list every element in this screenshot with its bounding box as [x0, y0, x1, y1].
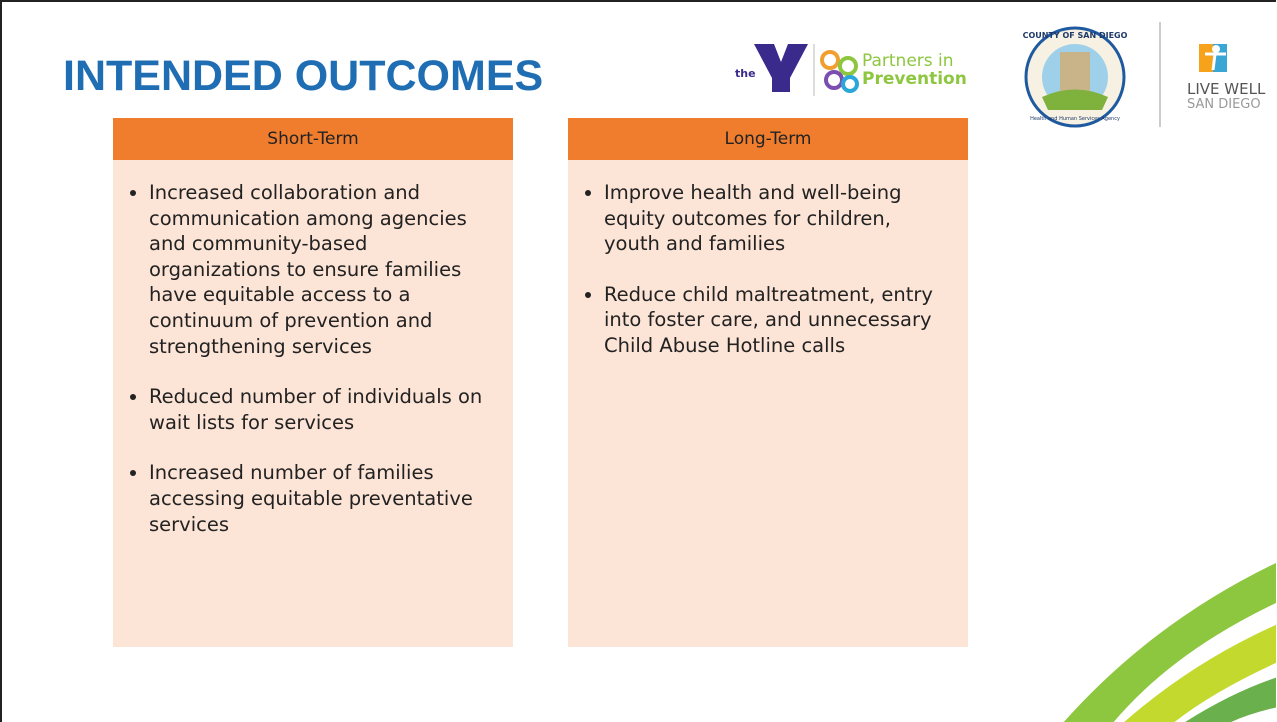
outcome-item: Reduce child maltreatment, entry into fo… [604, 282, 948, 359]
county-bottom: Health and Human Services Agency [1030, 116, 1120, 122]
column-heading: Short-Term [113, 118, 513, 160]
partners-line1: Partners in [862, 51, 954, 71]
outcome-item: Increased number of families accessing e… [149, 460, 493, 537]
column-heading: Long-Term [568, 118, 968, 160]
outcome-item: Increased collaboration and communicatio… [149, 180, 493, 359]
outcome-list: Improve health and well-being equity out… [568, 180, 968, 359]
outcome-column: Short-Term Increased collaboration and co… [113, 118, 513, 647]
livewell-line1: LIVE WELL [1187, 80, 1266, 98]
outcome-list: Increased collaboration and communicatio… [113, 180, 513, 537]
partners-line2: Prevention [862, 69, 967, 89]
county-top: COUNTY OF SAN DIEGO [1023, 31, 1128, 40]
slide: INTENDED OUTCOMES the YMCA Partners in P… [0, 0, 1276, 722]
ymca-small: the [735, 67, 756, 80]
outcome-item: Improve health and well-being equity out… [604, 180, 948, 257]
outcome-column: Long-Term Improve health and well-being e… [568, 118, 968, 647]
ymca-text: YMCA [792, 86, 805, 91]
ymca-mark [754, 44, 808, 92]
livewell-line2: SAN DIEGO [1187, 97, 1261, 112]
outcome-item: Reduced number of individuals on wait li… [149, 384, 493, 435]
